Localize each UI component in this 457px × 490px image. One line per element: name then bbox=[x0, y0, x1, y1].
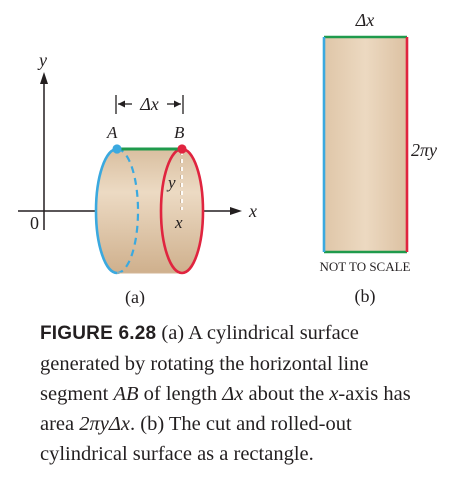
point-a bbox=[112, 144, 122, 154]
point-a-label: A bbox=[106, 123, 118, 142]
panel-a: y x 0 y x A B Δx (a) bbox=[18, 50, 257, 308]
rectangle-width-label: Δx bbox=[355, 10, 375, 30]
x-axis-arrowhead bbox=[230, 207, 242, 215]
panel-b: Δx 2πy NOT TO SCALE (b) bbox=[319, 10, 437, 307]
caption-math: 2πyΔx bbox=[79, 413, 130, 435]
x-axis-label: x bbox=[248, 201, 257, 221]
position-label: x bbox=[174, 213, 183, 232]
figure-caption: FIGURE 6.28 (a) A cylindrical surface ge… bbox=[40, 318, 440, 469]
not-to-scale-note: NOT TO SCALE bbox=[319, 259, 410, 274]
dimension-arrowhead-right bbox=[174, 100, 181, 108]
point-b bbox=[177, 144, 187, 154]
cylinder-surface bbox=[96, 149, 203, 273]
caption-segment: about the bbox=[243, 383, 330, 405]
caption-segment: . (b) The cut and rolled-out cylindrical… bbox=[40, 413, 352, 465]
dimension-arrowhead-left bbox=[118, 100, 125, 108]
caption-segment: (a) A cylindrical surface generated by r… bbox=[40, 322, 369, 405]
y-axis-arrowhead bbox=[40, 72, 48, 84]
y-axis-label: y bbox=[37, 50, 47, 70]
dimension-label: Δx bbox=[139, 94, 159, 114]
radius-label: y bbox=[166, 173, 176, 192]
rectangle-height-label: 2πy bbox=[411, 140, 437, 160]
left-circle bbox=[94, 147, 118, 275]
caption-math: Δx bbox=[222, 383, 244, 405]
left-circle-hidden bbox=[116, 147, 140, 275]
figure-diagram: y x 0 y x A B Δx (a) bbox=[18, 10, 437, 308]
caption-math: x bbox=[329, 383, 339, 405]
caption-segment: of length bbox=[138, 383, 223, 405]
panel-b-sublabel: (b) bbox=[355, 286, 376, 307]
caption-math: AB bbox=[113, 383, 139, 405]
panel-a-sublabel: (a) bbox=[125, 287, 145, 308]
caption-segment: -axis has area bbox=[40, 383, 411, 435]
caption-text: (a) A cylindrical surface generated by r… bbox=[40, 322, 411, 465]
rolled-out-rectangle bbox=[324, 37, 407, 252]
origin-label: 0 bbox=[30, 213, 39, 233]
point-b-label: B bbox=[174, 123, 185, 142]
figure-number: FIGURE 6.28 bbox=[40, 323, 157, 344]
